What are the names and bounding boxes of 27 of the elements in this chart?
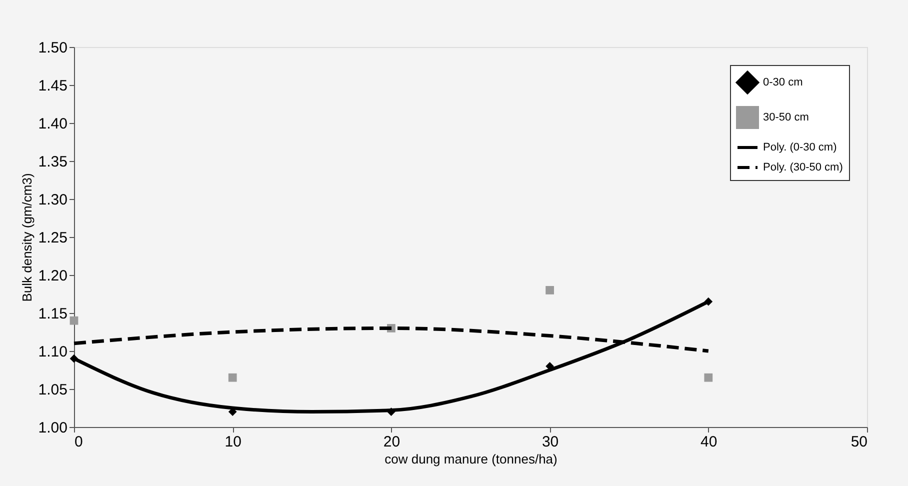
y-tick-label: 1.10 <box>38 344 68 360</box>
legend-label: Poly. (30-50 cm) <box>763 162 843 174</box>
y-tick-label: 1.20 <box>38 268 68 284</box>
y-axis-title: Bulk density (gm/cm3) <box>19 173 34 302</box>
y-tick-label: 1.25 <box>38 230 68 246</box>
x-tick-label: 50 <box>850 434 868 450</box>
y-tick-label: 1.50 <box>38 40 68 56</box>
y-tick-label: 1.45 <box>38 78 68 94</box>
y-tick-label: 1.40 <box>38 116 68 132</box>
y-tick-label: 1.05 <box>38 382 68 398</box>
legend-label: 0-30 cm <box>763 76 803 88</box>
point <box>70 316 78 325</box>
y-tick-label: 1.15 <box>38 306 68 322</box>
y-tick-label: 1.30 <box>38 192 68 208</box>
x-tick-label: 30 <box>542 434 559 450</box>
point <box>704 373 713 382</box>
legend-label: 30-50 cm <box>763 112 809 124</box>
legend-label: Poly. (0-30 cm) <box>763 142 837 154</box>
y-tick-label: 1.00 <box>38 420 68 436</box>
point <box>546 286 554 294</box>
x-tick-label: 10 <box>224 434 242 450</box>
x-tick-label: 40 <box>700 434 718 450</box>
x-axis-title: cow dung manure (tonnes/ha) <box>384 452 558 466</box>
point <box>228 373 237 382</box>
y-tick-label: 1.35 <box>38 154 68 170</box>
x-tick-label: 0 <box>74 434 83 450</box>
x-tick-label: 20 <box>383 434 400 450</box>
